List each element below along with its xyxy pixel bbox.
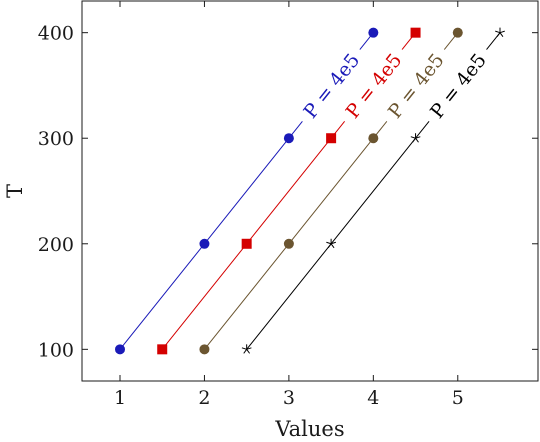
star-arm <box>499 30 505 34</box>
series-2: P = 4e5 <box>157 27 421 355</box>
x-tick-label: 4 <box>367 387 379 409</box>
star-arm <box>330 241 337 245</box>
data-point <box>241 238 252 249</box>
star-arm <box>326 241 332 245</box>
data-point <box>283 238 294 249</box>
x-tick-label: 5 <box>452 387 464 409</box>
data-point <box>199 238 210 249</box>
series-label-bg <box>419 42 496 129</box>
x-tick-label: 1 <box>114 387 126 409</box>
data-point <box>410 27 421 38</box>
x-axis: 1 2 3 4 5 <box>114 1 464 409</box>
data-point <box>410 133 421 143</box>
series-label-bg <box>377 42 454 129</box>
star-arm <box>330 243 335 249</box>
star-arm <box>412 137 416 143</box>
star-arm <box>246 347 252 350</box>
plot-frame <box>81 0 539 382</box>
star-arm <box>327 243 332 249</box>
star-arm <box>496 32 501 38</box>
y-tick-label: 400 <box>38 23 74 45</box>
x-axis-label: Values <box>274 417 344 441</box>
star-arm <box>499 32 504 38</box>
data-point <box>283 133 294 144</box>
star-arm <box>410 136 416 139</box>
data-point <box>368 133 379 144</box>
data-point <box>326 238 337 249</box>
star-arm <box>495 30 501 34</box>
data-point <box>326 133 337 144</box>
series-label-bg <box>293 42 370 129</box>
data-point <box>115 344 125 355</box>
data-point <box>452 27 463 38</box>
star-arm <box>243 349 248 354</box>
series-1: P = 4e5 <box>115 27 379 355</box>
y-axis: 100 200 300 400 <box>38 23 538 361</box>
y-tick-label: 100 <box>38 339 74 361</box>
star-arm <box>246 349 251 354</box>
y-tick-label: 200 <box>38 234 74 256</box>
data-point <box>157 344 168 355</box>
series-label-bg <box>335 42 412 129</box>
x-tick-label: 2 <box>198 387 210 409</box>
data-point <box>368 27 379 38</box>
y-axis-label: T <box>3 184 27 198</box>
data-point <box>199 344 210 355</box>
star-arm <box>241 347 247 350</box>
y-tick-label: 300 <box>38 128 74 150</box>
data-point <box>241 344 252 354</box>
x-tick-label: 3 <box>283 387 295 409</box>
star-arm <box>415 137 419 143</box>
data-point <box>495 27 505 38</box>
star-arm <box>415 136 421 139</box>
